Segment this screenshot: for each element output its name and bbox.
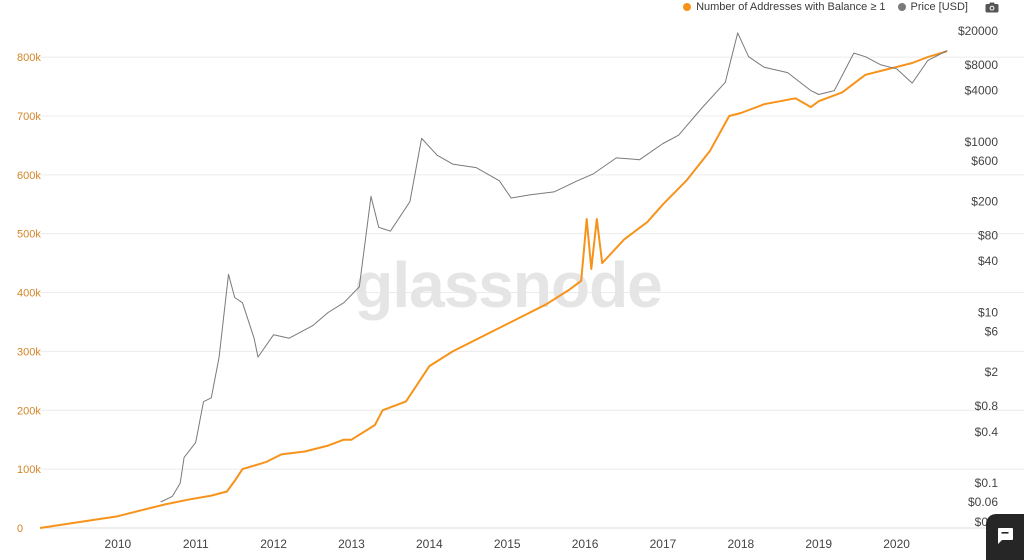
y-axis-right: $0.0$0.06$0.1$0.4$0.8$2$6$10$40$80$200$6… bbox=[958, 24, 998, 529]
y-right-tick: $80 bbox=[978, 229, 998, 243]
y-right-tick: $1000 bbox=[965, 135, 999, 149]
y-right-tick: $0.06 bbox=[968, 495, 998, 509]
y-right-tick: $0.8 bbox=[975, 399, 999, 413]
legend-label-price: Price [USD] bbox=[910, 1, 968, 13]
x-tick: 2013 bbox=[338, 537, 365, 551]
x-axis: 2010 2011 2012 2013 2014 2015 2016 2017 2018 2019… bbox=[105, 537, 911, 551]
y-left-tick: 400k bbox=[17, 288, 41, 300]
y-left-tick: 500k bbox=[17, 229, 41, 241]
legend-label-addresses: Number of Addresses with Balance ≥ 1 bbox=[696, 1, 886, 13]
x-tick: 2019 bbox=[805, 537, 832, 551]
y-right-tick: $0.1 bbox=[975, 476, 999, 490]
x-tick: 2017 bbox=[650, 537, 677, 551]
y-left-tick: 800k bbox=[17, 52, 41, 64]
x-tick: 2015 bbox=[494, 537, 521, 551]
chat-icon bbox=[998, 528, 1013, 544]
y-left-tick: 200k bbox=[17, 405, 41, 417]
x-tick: 2016 bbox=[572, 537, 599, 551]
watermark: glassnode bbox=[354, 249, 662, 321]
y-right-tick: $6 bbox=[985, 324, 999, 338]
legend-dot-price bbox=[897, 3, 906, 11]
x-tick: 2020 bbox=[883, 537, 910, 551]
x-tick: 2012 bbox=[260, 537, 287, 551]
y-right-tick: $10 bbox=[978, 306, 998, 320]
legend-item-price[interactable]: Price [USD] bbox=[897, 1, 968, 13]
y-right-tick: $4000 bbox=[965, 84, 999, 98]
legend-dot-addresses bbox=[683, 3, 692, 11]
grid-lines bbox=[40, 56, 1024, 529]
y-right-tick: $8000 bbox=[965, 58, 999, 72]
series-layer bbox=[39, 32, 948, 529]
y-right-tick: $2 bbox=[985, 365, 999, 379]
y-right-tick: $200 bbox=[971, 195, 998, 209]
y-left-tick: 0 bbox=[17, 523, 23, 535]
y-axis-left: 0 100k 200k 300k 400k 500k 600k 700k 800k bbox=[17, 52, 41, 535]
y-right-tick: $0.4 bbox=[975, 425, 999, 439]
camera-icon[interactable] bbox=[985, 2, 999, 13]
legend: Number of Addresses with Balance ≥ 1 Pri… bbox=[683, 1, 998, 13]
y-left-tick: 700k bbox=[17, 111, 41, 123]
y-left-tick: 600k bbox=[17, 170, 41, 182]
x-tick: 2011 bbox=[183, 537, 209, 551]
x-tick: 2010 bbox=[105, 537, 132, 551]
chat-button[interactable] bbox=[986, 514, 1024, 560]
x-tick: 2014 bbox=[416, 537, 443, 551]
y-right-tick: $40 bbox=[978, 254, 998, 268]
series-line-addresses bbox=[39, 50, 948, 529]
x-tick: 2018 bbox=[727, 537, 754, 551]
y-right-tick: $20000 bbox=[958, 24, 998, 38]
y-left-tick: 100k bbox=[17, 464, 41, 476]
legend-item-addresses[interactable]: Number of Addresses with Balance ≥ 1 bbox=[683, 1, 886, 13]
y-left-tick: 300k bbox=[17, 346, 41, 358]
series-line-price bbox=[160, 32, 948, 503]
y-right-tick: $600 bbox=[971, 154, 998, 168]
